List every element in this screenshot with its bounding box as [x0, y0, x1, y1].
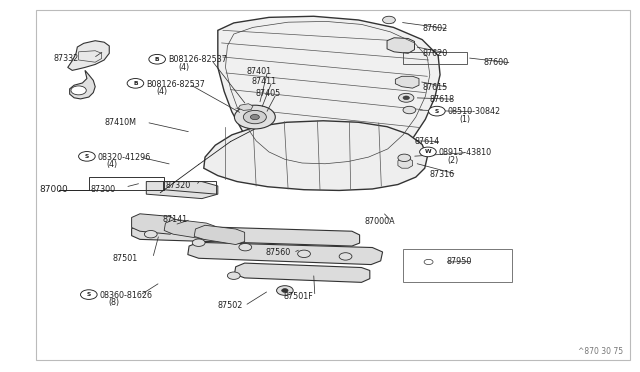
Text: 08320-41296: 08320-41296	[98, 153, 151, 161]
Text: 87600: 87600	[483, 58, 509, 67]
Text: S: S	[84, 154, 89, 159]
Text: 08510-30842: 08510-30842	[448, 108, 501, 116]
Circle shape	[145, 231, 157, 238]
Circle shape	[429, 106, 445, 116]
Text: B08126-82537: B08126-82537	[168, 55, 227, 64]
Polygon shape	[194, 225, 244, 244]
Polygon shape	[36, 10, 630, 360]
Polygon shape	[417, 256, 440, 267]
Polygon shape	[132, 214, 178, 234]
Circle shape	[250, 115, 259, 120]
Text: (4): (4)	[157, 87, 168, 96]
Polygon shape	[218, 16, 440, 170]
Text: 87332: 87332	[54, 54, 79, 62]
Text: 87405: 87405	[255, 89, 281, 98]
Circle shape	[81, 290, 97, 299]
Polygon shape	[68, 41, 109, 70]
Circle shape	[403, 96, 410, 100]
Circle shape	[227, 272, 240, 279]
Circle shape	[243, 110, 266, 124]
Polygon shape	[132, 225, 360, 246]
Text: 87141: 87141	[163, 215, 188, 224]
Circle shape	[239, 243, 252, 251]
Text: 87411: 87411	[252, 77, 276, 86]
Circle shape	[282, 289, 288, 292]
Circle shape	[339, 253, 352, 260]
Polygon shape	[147, 182, 218, 199]
Text: S: S	[86, 292, 91, 297]
Circle shape	[79, 151, 95, 161]
Text: B: B	[133, 81, 138, 86]
Text: (2): (2)	[448, 155, 459, 164]
Text: B: B	[155, 57, 159, 62]
Text: 87410M: 87410M	[104, 118, 136, 127]
Circle shape	[399, 93, 414, 102]
Text: 87560: 87560	[266, 248, 291, 257]
Text: 87950: 87950	[447, 257, 472, 266]
Polygon shape	[204, 121, 428, 190]
Circle shape	[420, 147, 436, 157]
Circle shape	[192, 239, 205, 246]
Text: 87602: 87602	[422, 24, 447, 33]
Polygon shape	[70, 70, 95, 99]
Circle shape	[149, 54, 166, 64]
Text: 87615: 87615	[422, 83, 447, 92]
Text: S: S	[435, 109, 439, 113]
Text: (4): (4)	[106, 160, 117, 169]
Polygon shape	[234, 263, 370, 282]
Text: 87620: 87620	[422, 49, 447, 58]
Polygon shape	[396, 76, 419, 88]
Circle shape	[398, 154, 411, 161]
Text: (4): (4)	[178, 63, 189, 72]
Text: 87000A: 87000A	[365, 217, 396, 226]
Text: 87316: 87316	[430, 170, 455, 179]
Circle shape	[71, 86, 86, 95]
Circle shape	[383, 16, 396, 24]
Text: 87300: 87300	[90, 185, 115, 194]
Text: (1): (1)	[460, 115, 470, 124]
Text: 08915-43810: 08915-43810	[439, 148, 492, 157]
Circle shape	[234, 105, 275, 129]
Text: 87614: 87614	[415, 137, 440, 146]
Text: ^870 30 75: ^870 30 75	[578, 347, 623, 356]
Text: B08126-82537: B08126-82537	[147, 80, 205, 89]
Text: 87000: 87000	[39, 185, 68, 194]
Circle shape	[298, 250, 310, 257]
Text: 87401: 87401	[246, 67, 272, 76]
Text: W: W	[424, 150, 431, 154]
Polygon shape	[188, 242, 383, 264]
Polygon shape	[238, 104, 253, 110]
Polygon shape	[403, 249, 511, 282]
Polygon shape	[387, 38, 415, 53]
Circle shape	[127, 78, 144, 88]
Text: 87501: 87501	[113, 254, 138, 263]
Circle shape	[276, 286, 293, 295]
Polygon shape	[398, 158, 413, 168]
Text: 87502: 87502	[218, 301, 243, 310]
Polygon shape	[164, 219, 216, 239]
Text: 87618: 87618	[430, 95, 455, 104]
Circle shape	[403, 106, 416, 114]
Text: (8): (8)	[108, 298, 119, 307]
Text: 87501F: 87501F	[284, 292, 314, 301]
Text: 08360-81626: 08360-81626	[100, 291, 153, 300]
Text: 87320: 87320	[166, 181, 191, 190]
